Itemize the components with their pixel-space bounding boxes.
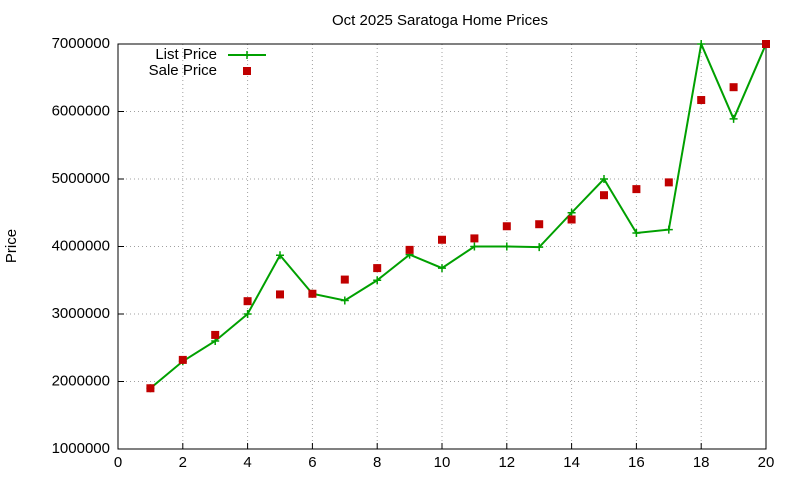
x-tick-label: 18 [693,454,710,471]
sale-point [178,355,187,364]
y-tick-label: 5000000 [52,170,110,187]
list-point [502,242,511,251]
sale-point [308,289,317,298]
sale-point [697,96,706,105]
sale-point [438,235,446,244]
legend-label: List Price [155,46,217,63]
x-tick-label: 4 [243,454,251,471]
sale-point [470,234,479,243]
legend-label: Sale Price [149,62,217,79]
y-tick-label: 1000000 [52,440,110,457]
sale-point [762,40,770,48]
sale-point [243,297,252,306]
y-axis-label: Price [3,229,20,263]
list-point [243,310,252,318]
list-point [697,40,706,48]
x-tick-label: 10 [434,454,451,471]
y-tick-label: 6000000 [52,102,110,119]
sale-point [632,185,641,194]
y-tick-label: 4000000 [52,237,110,254]
sale-point [276,290,284,299]
plot-frame [117,43,767,450]
list-point [340,296,349,305]
y-tick-label: 7000000 [52,35,110,52]
sale-point [664,178,673,187]
legend-swatch [243,67,251,75]
x-tick-label: 16 [628,454,645,471]
x-tick-label: 14 [563,454,580,471]
chart-title: Oct 2025 Saratoga Home Prices [332,12,548,29]
x-tick-label: 2 [179,454,187,471]
x-tick-label: 12 [498,454,515,471]
sale-point [373,264,382,273]
x-tick-label: 0 [114,454,122,471]
list-point [664,225,673,234]
sale-point [340,275,349,284]
x-tick-label: 20 [758,454,775,471]
list-point [438,264,446,273]
x-tick-label: 8 [373,454,381,471]
list-point [276,251,284,260]
sale-point [146,384,155,393]
series-line [149,40,767,390]
sale-point [502,222,511,231]
sale-point [567,215,576,224]
sale-point [211,330,220,339]
sale-point [729,83,738,92]
x-tick-label: 6 [308,454,316,471]
sale-point [600,191,608,200]
sale-point [405,245,414,254]
sale-point [535,220,544,229]
list-point [600,175,608,183]
list-point [632,229,641,237]
y-tick-label: 3000000 [52,305,110,322]
list-point [729,114,738,123]
list-point [535,243,544,252]
list-point [373,276,382,285]
y-tick-label: 2000000 [52,372,110,389]
legend-swatch [243,51,251,59]
list-point [567,208,576,217]
list-point [470,242,479,251]
